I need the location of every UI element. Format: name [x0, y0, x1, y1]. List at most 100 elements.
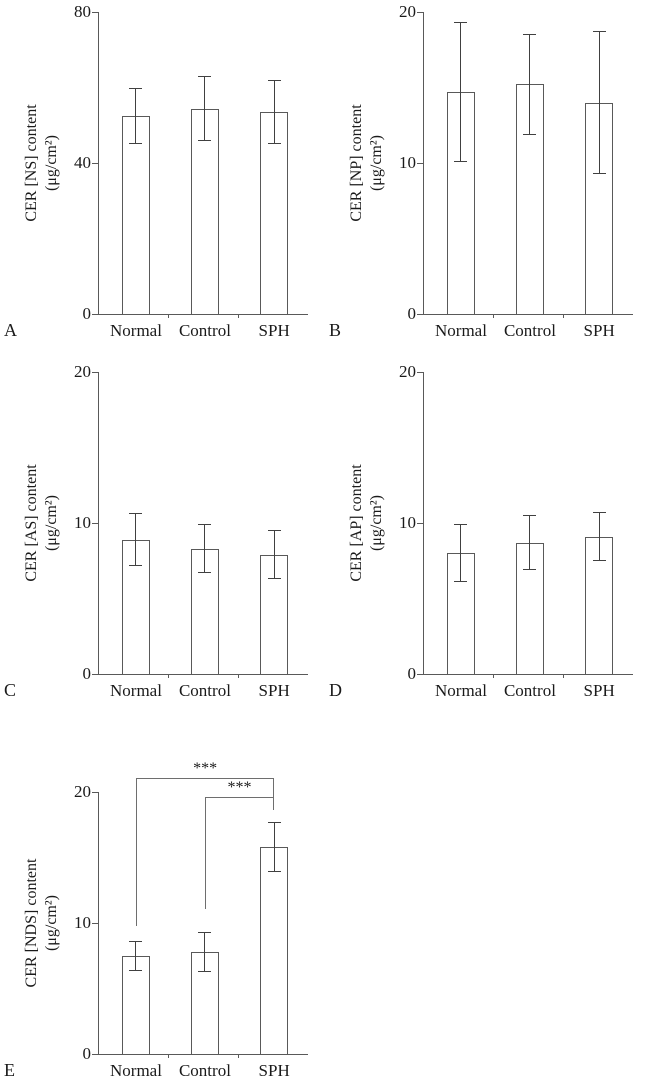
error-bar-cap — [267, 871, 281, 873]
category-label: SPH — [583, 321, 615, 340]
category-label: SPH — [258, 681, 290, 700]
y-axis-tick — [417, 522, 424, 524]
error-bar-cap — [523, 569, 537, 571]
bar-normal — [121, 955, 150, 1054]
y-axis-tick-label: 10 — [399, 153, 416, 172]
x-axis-tick — [168, 1054, 170, 1058]
y-axis-tick-label: 10 — [74, 513, 91, 532]
y-axis-tick-label: 40 — [74, 153, 91, 172]
plot-area: 0 40 80 Normal Control SPH — [74, 2, 308, 340]
category-label: Control — [178, 1061, 231, 1080]
y-axis-label-line1: CER [NDS] content — [23, 858, 40, 988]
category-label: SPH — [258, 1061, 290, 1080]
error-bar — [529, 34, 531, 135]
significance-bracket — [204, 797, 275, 799]
category-label: Control — [503, 321, 556, 340]
plot-area: 0 10 20 Normal Control SPH — [399, 362, 633, 700]
error-bar — [273, 822, 275, 872]
error-bar-cap — [523, 514, 537, 516]
x-axis-tick — [168, 314, 170, 318]
error-bar-cap — [454, 524, 468, 525]
y-axis-tick — [92, 673, 99, 675]
y-axis-tick — [417, 673, 424, 675]
y-axis-tick — [92, 162, 99, 164]
y-axis-tick — [92, 791, 99, 793]
plot-area: 0 10 20 Normal Control SPH — [74, 362, 308, 700]
bar-normal — [121, 116, 150, 314]
y-axis-tick — [92, 1053, 99, 1055]
x-axis-tick — [237, 1054, 239, 1058]
error-bar-cap — [592, 173, 606, 175]
y-axis-tick — [417, 162, 424, 164]
x-axis-tick — [237, 674, 239, 678]
error-bar-cap — [129, 513, 143, 515]
error-bar — [135, 941, 137, 971]
x-axis-tick — [562, 314, 564, 318]
bar-control — [190, 108, 219, 314]
category-label: Normal — [110, 681, 162, 700]
category-label: Normal — [110, 1061, 162, 1080]
plot-area: 0 10 20 Normal Control SPH *** *** — [74, 760, 308, 1080]
significance-bracket — [135, 777, 275, 779]
category-label: Normal — [110, 321, 162, 340]
error-bar-cap — [267, 80, 281, 82]
panel-letter: B — [329, 320, 342, 340]
error-bar — [204, 932, 206, 972]
x-axis-tick — [562, 674, 564, 678]
y-axis-tick-label: 0 — [82, 304, 92, 323]
y-axis-tick-label: 10 — [399, 513, 416, 532]
error-bar — [529, 515, 531, 570]
error-bar-cap — [523, 133, 537, 135]
y-axis-tick-label: 20 — [399, 2, 416, 21]
chart-panel-a: CER [NS] content (μg/cm²) 0 40 80 Normal Con… — [0, 0, 325, 360]
y-axis-tick-label: 20 — [399, 362, 416, 381]
error-bar-cap — [592, 560, 606, 562]
category-label: Control — [503, 681, 556, 700]
error-bar-cap — [129, 564, 143, 566]
error-bar-cap — [129, 940, 143, 942]
error-bar-cap — [454, 22, 468, 24]
significance-bracket — [273, 777, 275, 811]
plot-area: 0 10 20 Normal Control SPH — [399, 2, 633, 340]
error-bar-cap — [198, 76, 212, 78]
y-axis-tick — [417, 11, 424, 13]
error-bar — [273, 530, 275, 579]
panel-letter: D — [329, 680, 342, 700]
error-bar-cap — [267, 142, 281, 144]
y-axis-tick — [92, 522, 99, 524]
x-axis-tick — [493, 314, 495, 318]
error-bar-cap — [267, 821, 281, 823]
error-bar-cap — [198, 970, 212, 972]
significance-label: *** — [193, 759, 218, 777]
panel-letter: E — [4, 1060, 15, 1080]
error-bar — [273, 80, 275, 144]
y-axis-tick-label: 0 — [82, 1044, 92, 1063]
error-bar-cap — [129, 88, 143, 90]
y-axis-tick-label: 20 — [74, 362, 91, 381]
error-bar-cap — [454, 160, 468, 162]
y-axis-tick — [92, 371, 99, 373]
category-label: Control — [178, 681, 231, 700]
chart-panel-e: CER [NDS] content (μg/cm²) 0 10 20 Normal Co… — [0, 720, 325, 1084]
error-bar — [135, 88, 137, 144]
y-axis-tick — [92, 11, 99, 13]
x-axis-tick — [237, 314, 239, 318]
category-label: SPH — [583, 681, 615, 700]
significance-bracket — [135, 777, 137, 926]
y-axis-label-line1: CER [AP] content — [348, 464, 365, 582]
error-bar — [460, 22, 462, 162]
y-axis-tick-label: 0 — [407, 664, 417, 683]
bar-sph — [260, 847, 289, 1054]
error-bar-cap — [267, 578, 281, 580]
panel-letter: A — [4, 320, 17, 340]
x-axis-tick — [493, 674, 495, 678]
y-axis-tick-label: 10 — [74, 913, 91, 932]
category-label: SPH — [258, 321, 290, 340]
bar-sph — [260, 112, 289, 314]
error-bar-cap — [198, 931, 212, 933]
significance-bracket — [273, 797, 275, 806]
error-bar — [598, 512, 600, 561]
chart-panel-c: CER [AS] content (μg/cm²) 0 10 20 Normal Con… — [0, 360, 325, 720]
significance-label: *** — [227, 779, 252, 797]
error-bar-cap — [198, 572, 212, 574]
